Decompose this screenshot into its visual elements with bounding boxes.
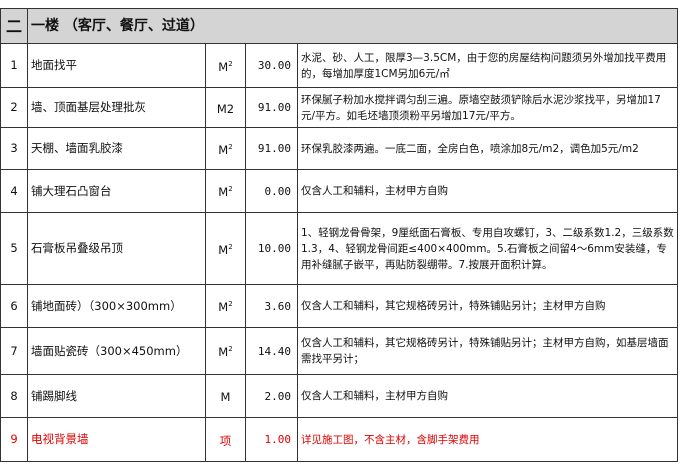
unit-cell: M2	[205, 327, 246, 375]
description: 仅含人工和辅料，主材甲方自购	[297, 169, 678, 213]
quantity: 91.00	[245, 127, 298, 170]
unit: M	[218, 142, 229, 157]
row-number: 6	[0, 284, 28, 328]
table-row: 4 铺大理石凸窗台 M2 0.00 仅含人工和辅料，主材甲方自购	[0, 169, 678, 213]
unit-superscript: 2	[228, 185, 233, 194]
unit: M	[218, 344, 229, 359]
description: 环保腻子粉加水搅拌调匀刮三遍。原墙空鼓须铲除后水泥沙浆找平，另增加17元/平方。…	[297, 87, 678, 128]
unit-cell: M2	[205, 169, 246, 213]
row-number: 3	[0, 127, 28, 170]
unit: M2	[216, 101, 235, 116]
description: 仅含人工和辅料，其它规格砖另计，特殊铺贴另计；主材甲方自购	[297, 284, 678, 328]
description: 1、轻钢龙骨骨架，9厘纸面石膏板、专用自攻螺钉，3、二级系数1.2，三级系数1.…	[297, 212, 678, 285]
table-row: 1 地面找平 M2 30.00 水泥、砂、人工，限厚3—3.5CM，由于您的房屋…	[0, 43, 678, 88]
description: 水泥、砂、人工，限厚3—3.5CM，由于您的房屋结构问题须另外增加找平费用的，每…	[297, 43, 678, 88]
unit: M	[218, 184, 229, 199]
item-name: 墙面贴瓷砖（300×450mm）	[27, 327, 206, 375]
row-number: 9	[0, 417, 28, 462]
description: 仅含人工和辅料，其它规格砖另计，特殊铺贴另计；主材甲方自购，如基层墙面需找平另计…	[297, 327, 678, 375]
table-row: 3 天棚、墙面乳胶漆 M2 91.00 环保乳胶漆两遍。一底二面，全房白色，喷涂…	[0, 127, 678, 170]
unit: M	[218, 59, 229, 74]
unit-cell: 项	[205, 417, 246, 462]
item-name: 天棚、墙面乳胶漆	[27, 127, 206, 170]
table-row: 2 墙、顶面基层处理批灰 M2 91.00 环保腻子粉加水搅拌调匀刮三遍。原墙空…	[0, 87, 678, 128]
row-number: 8	[0, 374, 28, 418]
unit-cell: M2	[205, 127, 246, 170]
quantity: 14.40	[245, 327, 298, 375]
unit: 项	[219, 433, 232, 448]
table-row: 6 铺地面砖）（300×300mm） M2 3.60 仅含人工和辅料，其它规格砖…	[0, 284, 678, 328]
quantity: 1.00	[245, 417, 298, 462]
item-name: 石膏板吊叠级吊顶	[27, 212, 206, 285]
unit-superscript: 2	[228, 300, 233, 309]
quantity: 91.00	[245, 87, 298, 128]
unit: M	[218, 299, 229, 314]
unit-cell: M2	[205, 87, 246, 128]
row-number: 1	[0, 43, 28, 88]
quantity: 2.00	[245, 374, 298, 418]
quantity: 0.00	[245, 169, 298, 213]
item-name: 墙、顶面基层处理批灰	[27, 87, 206, 128]
table-row: 5 石膏板吊叠级吊顶 M2 10.00 1、轻钢龙骨骨架，9厘纸面石膏板、专用自…	[0, 212, 678, 285]
row-number: 7	[0, 327, 28, 375]
row-number: 4	[0, 169, 28, 213]
quantity: 30.00	[245, 43, 298, 88]
description: 环保乳胶漆两遍。一底二面，全房白色，喷涂加8元/m2，调色加5元/m2	[297, 127, 678, 170]
unit-cell: M2	[205, 212, 246, 285]
quantity: 3.60	[245, 284, 298, 328]
row-number: 5	[0, 212, 28, 285]
item-name: 地面找平	[27, 43, 206, 88]
quantity: 10.00	[245, 212, 298, 285]
section-title: 一楼 （客厅、餐厅、过道）	[27, 8, 678, 44]
unit-superscript: 2	[228, 345, 233, 354]
unit-cell: M2	[205, 284, 246, 328]
table-row: 8 铺踢脚线 M 2.00 仅含人工和辅料，主材甲方自购	[0, 374, 678, 418]
item-name: 铺大理石凸窗台	[27, 169, 206, 213]
unit-superscript: 2	[228, 242, 233, 251]
item-name: 电视背景墙	[27, 417, 206, 462]
unit-cell: M2	[205, 43, 246, 88]
unit-cell: M	[205, 374, 246, 418]
table-row: 7 墙面贴瓷砖（300×450mm） M2 14.40 仅含人工和辅料，其它规格…	[0, 327, 678, 375]
item-name: 铺踢脚线	[27, 374, 206, 418]
item-name: 铺地面砖）（300×300mm）	[27, 284, 206, 328]
description: 仅含人工和辅料，主材甲方自购	[297, 374, 678, 418]
quote-table: 二 一楼 （客厅、餐厅、过道） 1 地面找平 M2 30.00 水泥、砂、人工，…	[0, 8, 678, 462]
unit-superscript: 2	[228, 59, 233, 68]
unit-superscript: 2	[228, 142, 233, 151]
unit: M	[220, 389, 231, 404]
unit: M	[218, 242, 229, 257]
table-row: 9 电视背景墙 项 1.00 详见施工图，不含主材，含脚手架费用	[0, 417, 678, 462]
description: 详见施工图，不含主材，含脚手架费用	[297, 417, 678, 462]
row-number: 2	[0, 87, 28, 128]
section-header-row: 二 一楼 （客厅、餐厅、过道）	[0, 8, 678, 44]
section-number: 二	[0, 8, 28, 44]
